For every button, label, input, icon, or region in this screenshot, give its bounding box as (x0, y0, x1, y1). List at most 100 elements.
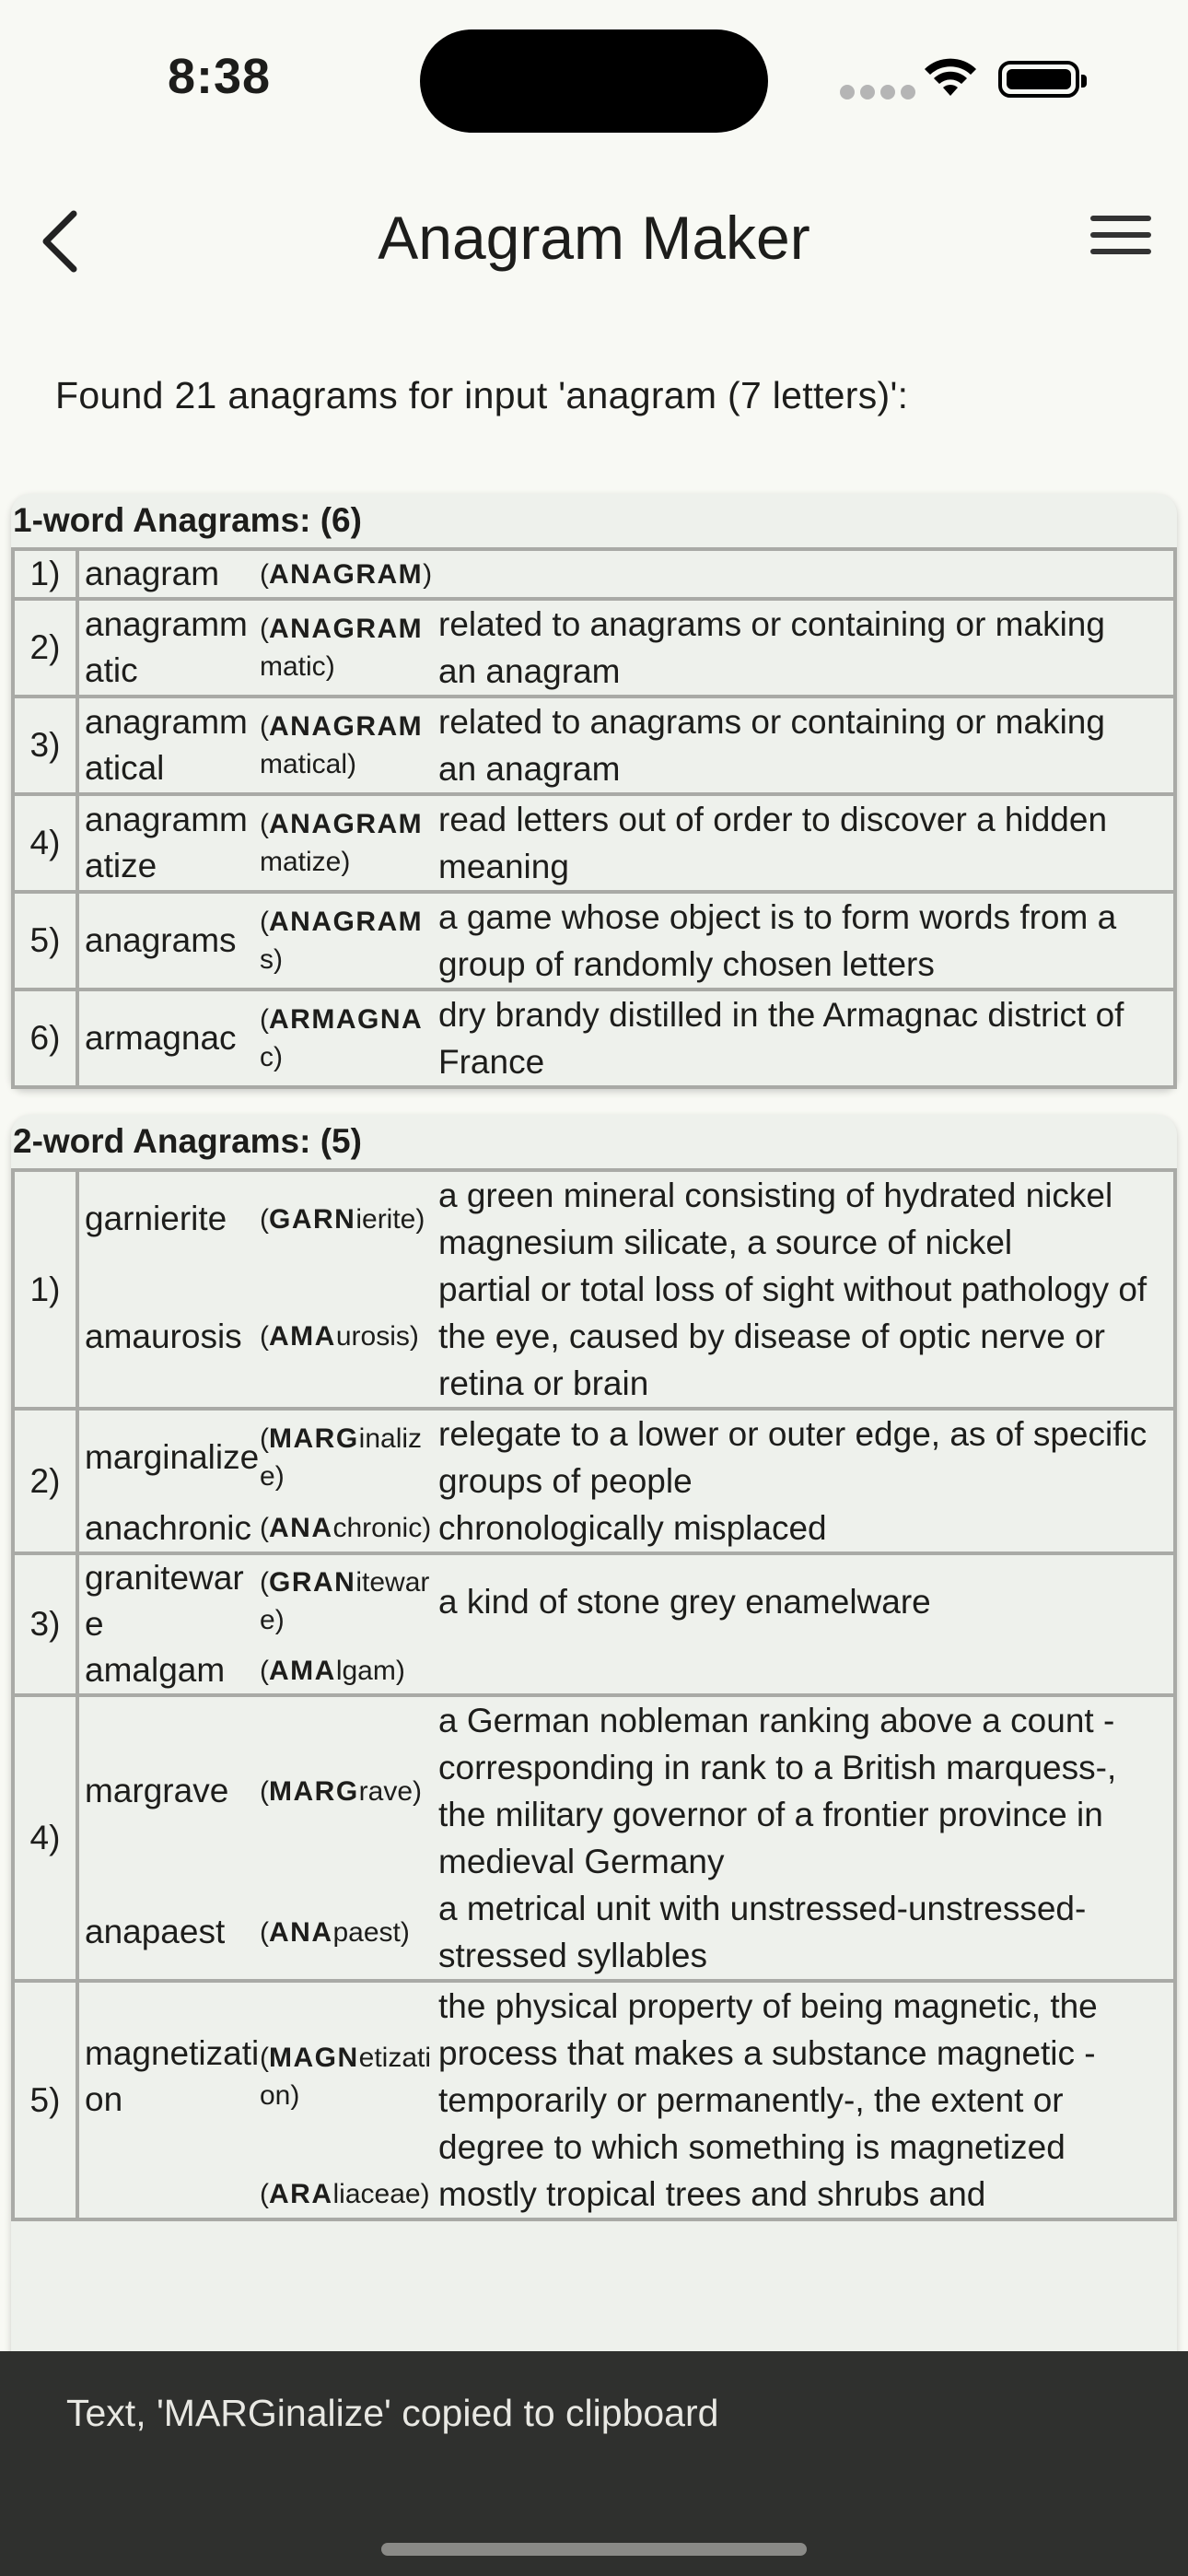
remaining-letters: s (260, 944, 274, 975)
remaining-letters: matical (260, 749, 348, 779)
hamburger-menu-icon (1090, 216, 1151, 254)
anagram-word[interactable]: marginalize (85, 1438, 260, 1476)
anagram-definition: a kind of stone grey enamelware (438, 1582, 931, 1621)
remaining-letters: etization (260, 2043, 432, 2111)
row-content: anagrammatical (ANAGRAMmatical) related to… (76, 695, 1177, 796)
status-time: 8:38 (168, 49, 272, 104)
anagram-word[interactable]: graniteware (85, 1559, 244, 1643)
matched-letters: MAGN (269, 2043, 359, 2073)
matched-letters: MARG (269, 1775, 359, 1807)
row-index: 4) (11, 1693, 79, 1983)
nav-bar: Anagram Maker (0, 184, 1188, 299)
anagram-word[interactable]: anagrammatic (85, 605, 248, 689)
table-row[interactable]: 3) anagrammatical (ANAGRAMmatical) related … (11, 695, 1177, 796)
anagram-pattern: (ANAGRAMmatize) (260, 809, 424, 877)
anagram-definition: chronologically misplaced (438, 1509, 827, 1547)
anagram-entry[interactable]: graniteware (GRANiteware) a kind of stone … (85, 1555, 1173, 1647)
anagram-entry[interactable]: armagnac (ARMAGNAc) dry brandy distilled i… (85, 991, 1173, 1085)
anagram-pattern: (ANAGRAMmatical) (260, 711, 424, 779)
anagram-pattern: (GRANiteware) (260, 1567, 430, 1635)
row-content: marginalize (MARGinalize) relegate to a lo… (76, 1407, 1177, 1555)
anagram-entry[interactable]: anapaest (ANApaest) a metrical unit with u… (85, 1885, 1173, 1979)
table-row[interactable]: 5) magnetization (MAGNetization) the physic… (11, 1979, 1177, 2221)
anagram-word[interactable]: garnierite (85, 1200, 227, 1237)
battery-icon (998, 61, 1087, 98)
anagram-word[interactable]: margrave (85, 1772, 229, 1809)
anagram-pattern: (MAGNetization) (260, 2043, 432, 2111)
cellular-signal-icon (840, 85, 921, 104)
anagram-pattern: (MARGinalize) (260, 1423, 423, 1492)
matched-letters: ANA (269, 1513, 333, 1543)
table-row[interactable]: 2) marginalize (MARGinalize) relegate to a … (11, 1407, 1177, 1555)
anagram-pattern: (ARMAGNAc) (260, 1004, 424, 1072)
anagram-word[interactable]: anachronic (85, 1508, 252, 1547)
anagram-word[interactable]: amalgam (85, 1651, 226, 1689)
anagram-pattern: (ARAliaceae) (260, 2179, 430, 2209)
home-indicator[interactable] (381, 2543, 807, 2556)
table-row[interactable]: 4) anagrammatize (ANAGRAMmatize) read lette… (11, 792, 1177, 894)
anagram-entry[interactable]: amaurosis (AMAurosis) partial or total los… (85, 1266, 1173, 1407)
anagram-entry[interactable]: margrave (MARGrave) a German nobleman rank… (85, 1697, 1173, 1885)
row-index: 2) (11, 1407, 79, 1555)
anagram-entry[interactable]: marginalize (MARGinalize) relegate to a lo… (85, 1411, 1173, 1505)
anagram-entry[interactable]: anagrammatic (ANAGRAMmatic) related to ana… (85, 601, 1173, 695)
anagram-definition: mostly tropical trees and shrubs and (438, 2175, 986, 2213)
matched-letters: GARN (269, 1203, 356, 1235)
matched-letters: AMA (269, 1655, 336, 1686)
anagram-definition: read letters out of order to discover a … (438, 801, 1108, 885)
remaining-letters: urosis (335, 1321, 410, 1352)
anagram-word[interactable]: anagrammatical (85, 703, 248, 787)
row-content: anagram (ANAGRAM) (76, 547, 1177, 601)
anagram-word[interactable]: anagrammatize (85, 801, 248, 884)
row-index: 1) (11, 547, 79, 601)
remaining-letters: inalize (260, 1423, 423, 1492)
table-row[interactable]: 1) garnierite (GARNierite) a green mineral … (11, 1168, 1177, 1411)
anagram-word[interactable]: magnetization (85, 2034, 260, 2118)
remaining-letters: lgam (335, 1655, 396, 1686)
status-bar: 8:38 (0, 0, 1188, 157)
row-index: 6) (11, 988, 79, 1089)
anagram-word[interactable]: anapaest (85, 1913, 226, 1950)
dynamic-island (420, 29, 768, 133)
row-content: anagrammatic (ANAGRAMmatic) related to ana… (76, 597, 1177, 698)
remaining-letters: rave (358, 1775, 413, 1807)
menu-button[interactable] (1090, 216, 1151, 271)
row-index: 4) (11, 792, 79, 894)
row-index: 5) (11, 1979, 79, 2221)
anagram-entry[interactable]: garnierite (GARNierite) a green mineral co… (85, 1172, 1173, 1266)
anagram-word[interactable]: anagrams (85, 921, 237, 959)
section-heading: 1-word Anagrams: (6) (13, 501, 362, 539)
anagram-entry[interactable]: anachronic (ANAchronic) chronologically mi… (85, 1505, 1173, 1551)
row-index: 2) (11, 597, 79, 698)
table-row[interactable]: 2) anagrammatic (ANAGRAMmatic) related to a… (11, 597, 1177, 698)
matched-letters: ANA (269, 1916, 333, 1948)
anagram-definition: a German nobleman ranking above a count … (438, 1702, 1117, 1880)
anagram-pattern: (ANAGRAM) (260, 558, 433, 590)
anagram-entry[interactable]: (ARAliaceae) mostly tropical trees and sh… (85, 2171, 1173, 2218)
anagram-word[interactable]: anagram (85, 555, 220, 592)
anagram-entry[interactable]: anagrammatical (ANAGRAMmatical) related to… (85, 698, 1173, 792)
table-row[interactable]: 3) graniteware (GRANiteware) a kind of ston… (11, 1551, 1177, 1697)
table-row[interactable]: 4) margrave (MARGrave) a German nobleman ra… (11, 1693, 1177, 1983)
anagram-pattern: (GARNierite) (260, 1203, 425, 1235)
anagram-definition: relegate to a lower or outer edge, as of… (438, 1415, 1147, 1500)
row-content: margrave (MARGrave) a German nobleman rank… (76, 1693, 1177, 1983)
table-row[interactable]: 6) armagnac (ARMAGNAc) dry brandy distilled… (11, 988, 1177, 1089)
anagram-word[interactable]: armagnac (85, 1019, 237, 1057)
page-title: Anagram Maker (378, 204, 810, 272)
anagram-entry[interactable]: amalgam (AMAlgam) (85, 1647, 1173, 1693)
snackbar-toast: Text, 'MARGinalize' copied to clipboard (0, 2351, 1188, 2576)
anagram-pattern: (ANAGRAMs) (260, 907, 424, 975)
table-row[interactable]: 1) anagram (ANAGRAM) (11, 547, 1177, 601)
anagram-entry[interactable]: anagrams (ANAGRAMs) a game whose object is… (85, 894, 1173, 988)
table-row[interactable]: 5) anagrams (ANAGRAMs) a game whose object … (11, 890, 1177, 991)
remaining-letters: matic (260, 651, 326, 682)
back-button[interactable] (35, 205, 109, 278)
anagram-entry[interactable]: magnetization (MAGNetization) the physical… (85, 1983, 1173, 2171)
anagram-entry[interactable]: anagrammatize (ANAGRAMmatize) read letters… (85, 796, 1173, 890)
matched-letters: AMA (269, 1321, 336, 1352)
anagram-entry[interactable]: anagram (ANAGRAM) (85, 551, 1173, 597)
remaining-letters: matize (260, 847, 342, 877)
remaining-letters: chronic (332, 1513, 423, 1543)
anagram-word[interactable]: amaurosis (85, 1317, 242, 1355)
